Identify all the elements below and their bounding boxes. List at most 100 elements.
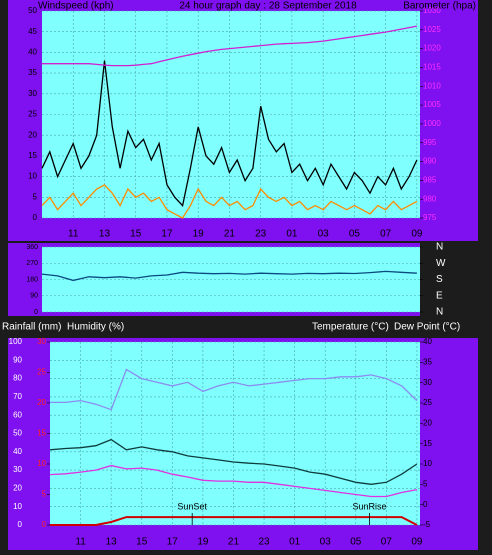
x-tick-label: 17: [161, 229, 173, 240]
y-tick-label: 1015: [423, 63, 441, 72]
y-tick-label: 1005: [423, 100, 441, 109]
y-tick-label: 80: [13, 374, 22, 383]
annotation-text: SunSet: [177, 501, 207, 511]
y-tick-label: 975: [423, 213, 437, 222]
y-tick-label: 40: [423, 337, 432, 346]
y-tick-label: E: [436, 290, 443, 301]
y-tick-label: 50: [28, 6, 37, 15]
y-tick-label: 1010: [423, 81, 441, 90]
y-tick-label: 5: [42, 490, 47, 499]
y-tick-label: 70: [13, 392, 22, 401]
data-line: [50, 516, 418, 526]
chart-title: 24 hour graph day : 28 September 2018: [179, 1, 357, 12]
y-tick-label: 0: [42, 520, 47, 529]
y2-axis-label: Barometer (hpa): [403, 1, 476, 12]
y-tick-label: 1025: [423, 25, 441, 34]
y-tick-label: 1020: [423, 44, 441, 53]
y-tick-label: 60: [13, 410, 22, 419]
x-tick-label: 05: [350, 537, 362, 548]
x-tick-label: 11: [68, 229, 79, 240]
y-tick-label: 980: [423, 194, 437, 203]
x-tick-label: 03: [318, 229, 330, 240]
x-tick-label: 23: [258, 537, 270, 548]
y-tick-label: 50: [13, 429, 22, 438]
x-tick-label: 07: [381, 537, 393, 548]
y-tick-label: 25: [37, 368, 46, 377]
x-tick-label: 03: [320, 537, 332, 548]
y-tick-label: 1030: [423, 6, 441, 15]
data-line: [50, 368, 418, 411]
y-tick-label: 10: [28, 172, 37, 181]
x-tick-label: 15: [130, 229, 142, 240]
data-line: [41, 270, 417, 282]
annotation-text: SunRise: [353, 501, 387, 511]
y-tick-label: 5: [33, 192, 38, 201]
axis-label: Dew Point (°C): [394, 322, 460, 333]
y-tick-label: 0: [33, 213, 38, 222]
y-tick-label: 270: [26, 260, 38, 267]
y-tick-label: 360: [26, 244, 38, 251]
x-tick-label: 07: [380, 229, 392, 240]
x-tick-label: 01: [289, 537, 301, 548]
x-tick-label: 09: [411, 537, 423, 548]
data-line: [42, 25, 418, 67]
x-tick-label: 01: [286, 229, 298, 240]
y-tick-label: N: [436, 307, 443, 318]
y-tick-label: 20: [13, 484, 22, 493]
y-tick-label: 30: [37, 337, 46, 346]
data-line: [49, 464, 418, 498]
y-tick-label: 5: [423, 479, 428, 488]
x-tick-label: 09: [411, 229, 423, 240]
y-tick-label: 180: [26, 276, 38, 283]
x-tick-label: 21: [228, 537, 240, 548]
y-tick-label: 30: [28, 89, 37, 98]
y-tick-label: 100: [9, 337, 23, 346]
x-tick-label: 13: [99, 229, 111, 240]
data-line: [41, 184, 418, 219]
y-tick-label: 0: [34, 309, 38, 316]
data-line: [49, 438, 418, 485]
y-tick-label: 1000: [423, 119, 441, 128]
y-tick-label: 20: [37, 398, 46, 407]
data-line: [41, 60, 418, 207]
y-tick-label: N: [436, 242, 443, 253]
y-tick-label: W: [436, 258, 446, 269]
y-tick-label: 35: [423, 357, 432, 366]
y-tick-label: 15: [423, 439, 432, 448]
y-tick-label: 40: [28, 48, 37, 57]
y-tick-label: 30: [423, 378, 432, 387]
axis-label: Rainfall (mm): [2, 322, 61, 333]
y-tick-label: 10: [37, 459, 46, 468]
x-tick-label: 21: [224, 229, 236, 240]
y-tick-label: 10: [13, 502, 22, 511]
y-tick-label: 15: [28, 151, 37, 160]
y-tick-label: 90: [30, 293, 38, 300]
y-tick-label: 20: [423, 418, 432, 427]
x-tick-label: 11: [75, 537, 86, 548]
y-tick-label: 0: [423, 500, 428, 509]
y-tick-label: 45: [28, 27, 37, 36]
y-axis-label: Windspeed (kph): [38, 1, 114, 12]
y-tick-label: -5: [423, 520, 431, 529]
axis-label: Humidity (%): [67, 322, 124, 333]
y-tick-label: 15: [37, 429, 46, 438]
y-tick-label: 35: [28, 68, 37, 77]
y-tick-label: 25: [28, 110, 37, 119]
x-tick-label: 15: [136, 537, 148, 548]
y-tick-label: 10: [423, 459, 432, 468]
y-tick-label: 25: [423, 398, 432, 407]
y-tick-label: S: [436, 274, 443, 285]
y-tick-label: 40: [13, 447, 22, 456]
y-tick-label: 90: [13, 355, 22, 364]
y-tick-label: 30: [13, 465, 22, 474]
x-tick-label: 23: [255, 229, 267, 240]
x-tick-label: 19: [193, 229, 205, 240]
y-tick-label: 985: [423, 175, 437, 184]
y-tick-label: 990: [423, 157, 437, 166]
y-tick-label: 0: [18, 520, 23, 529]
y-tick-label: 20: [28, 130, 37, 139]
x-tick-label: 17: [167, 537, 179, 548]
x-tick-label: 13: [106, 537, 118, 548]
x-tick-label: 05: [349, 229, 361, 240]
